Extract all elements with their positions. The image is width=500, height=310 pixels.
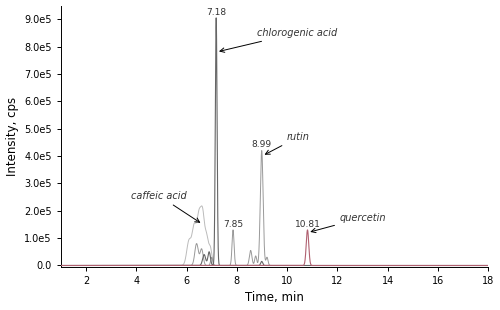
Text: 8.99: 8.99 [252, 140, 272, 149]
Text: 10.81: 10.81 [294, 220, 320, 229]
Text: chlorogenic acid: chlorogenic acid [220, 28, 337, 52]
Text: 7.85: 7.85 [223, 220, 243, 229]
Y-axis label: Intensity, cps: Intensity, cps [6, 97, 18, 176]
Text: caffeic acid: caffeic acid [131, 191, 200, 222]
Text: 7.18: 7.18 [206, 8, 227, 17]
Text: rutin: rutin [266, 132, 310, 154]
X-axis label: Time, min: Time, min [245, 291, 304, 304]
Text: quercetin: quercetin [311, 213, 386, 232]
